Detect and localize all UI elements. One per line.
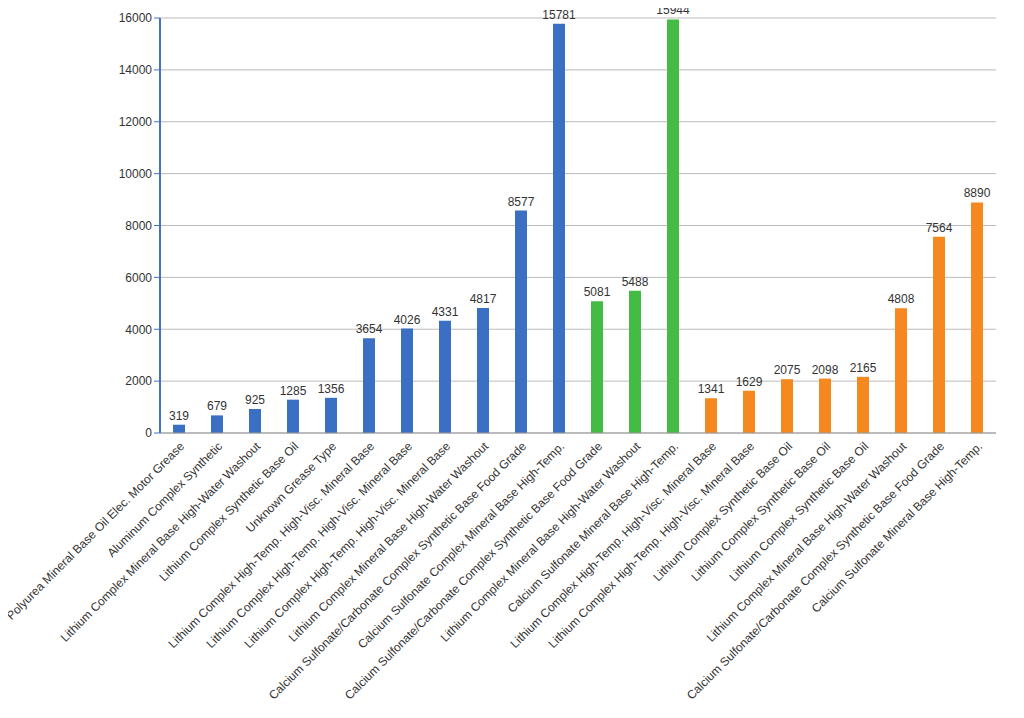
svg-text:5081: 5081 bbox=[584, 285, 611, 299]
svg-text:Lithium Complex Mineral Base H: Lithium Complex Mineral Base High-Water … bbox=[703, 439, 910, 645]
svg-text:0: 0 bbox=[145, 426, 152, 440]
svg-text:2000: 2000 bbox=[125, 374, 152, 388]
svg-text:4331: 4331 bbox=[432, 305, 459, 319]
svg-text:319: 319 bbox=[169, 409, 189, 423]
svg-text:6000: 6000 bbox=[125, 271, 152, 285]
svg-text:Lithium Complex High-Temp. Hig: Lithium Complex High-Temp. High-Visc. Mi… bbox=[507, 439, 720, 651]
svg-text:Calcium Sulfonate Complex Mine: Calcium Sulfonate Complex Mineral Base H… bbox=[354, 439, 568, 652]
svg-text:Calcium Sulfonate Mineral Base: Calcium Sulfonate Mineral Base High-Temp… bbox=[809, 439, 985, 615]
svg-text:3654: 3654 bbox=[356, 322, 383, 336]
svg-text:Lithium Complex Synthetic Base: Lithium Complex Synthetic Base Oil bbox=[688, 439, 833, 584]
svg-text:Calcium Sulfonate Mineral Base: Calcium Sulfonate Mineral Base High-Temp… bbox=[505, 439, 681, 615]
svg-text:10000: 10000 bbox=[119, 167, 153, 181]
svg-text:16000: 16000 bbox=[119, 11, 153, 25]
svg-text:4808: 4808 bbox=[888, 292, 915, 306]
svg-text:2098: 2098 bbox=[812, 363, 839, 377]
svg-text:4000: 4000 bbox=[125, 323, 152, 337]
svg-text:Unknown Grease Type: Unknown Grease Type bbox=[243, 439, 340, 536]
svg-text:2165: 2165 bbox=[850, 361, 877, 375]
svg-text:Aluminum Complex Synthetic: Aluminum Complex Synthetic bbox=[104, 439, 226, 560]
svg-text:Lithium Complex Mineral Base H: Lithium Complex Mineral Base High-Water … bbox=[57, 439, 264, 645]
svg-text:Lithium Complex Synthetic Base: Lithium Complex Synthetic Base Oil bbox=[650, 439, 795, 584]
svg-text:1629: 1629 bbox=[736, 375, 763, 389]
svg-text:8577: 8577 bbox=[508, 195, 535, 209]
svg-text:5488: 5488 bbox=[622, 275, 649, 289]
svg-text:14000: 14000 bbox=[119, 63, 153, 77]
svg-text:Lithium Complex Mineral Base H: Lithium Complex Mineral Base High-Water … bbox=[285, 439, 492, 645]
svg-text:1285: 1285 bbox=[280, 384, 307, 398]
svg-text:Calcium Sulfonate/Carbonate Co: Calcium Sulfonate/Carbonate Complex Synt… bbox=[342, 439, 605, 702]
svg-text:1341: 1341 bbox=[698, 382, 725, 396]
svg-text:Lithium Complex Mineral Base H: Lithium Complex Mineral Base High-Water … bbox=[437, 439, 644, 645]
svg-text:Lithium Complex Synthetic Base: Lithium Complex Synthetic Base Oil bbox=[156, 439, 301, 584]
svg-text:1356: 1356 bbox=[318, 382, 345, 396]
svg-text:12000: 12000 bbox=[119, 115, 153, 129]
svg-text:Lithium Complex Synthetic Base: Lithium Complex Synthetic Base Oil bbox=[726, 439, 871, 584]
svg-text:8890: 8890 bbox=[964, 186, 991, 200]
svg-text:15781: 15781 bbox=[542, 8, 576, 22]
svg-text:Calcium Sulfonate/Carbonate Co: Calcium Sulfonate/Carbonate Complex Synt… bbox=[266, 439, 529, 702]
svg-text:7564: 7564 bbox=[926, 221, 953, 235]
svg-text:679: 679 bbox=[207, 399, 227, 413]
svg-text:Calcium Sulfonate/Carbonate Co: Calcium Sulfonate/Carbonate Complex Synt… bbox=[684, 439, 947, 702]
svg-text:15944: 15944 bbox=[656, 8, 690, 17]
svg-text:2075: 2075 bbox=[774, 363, 801, 377]
svg-text:8000: 8000 bbox=[125, 219, 152, 233]
svg-text:925: 925 bbox=[245, 393, 265, 407]
svg-text:Lithium Complex High-Temp. Hig: Lithium Complex High-Temp. High-Visc. Mi… bbox=[165, 439, 378, 651]
svg-text:4817: 4817 bbox=[470, 292, 497, 306]
svg-text:4026: 4026 bbox=[394, 313, 421, 327]
